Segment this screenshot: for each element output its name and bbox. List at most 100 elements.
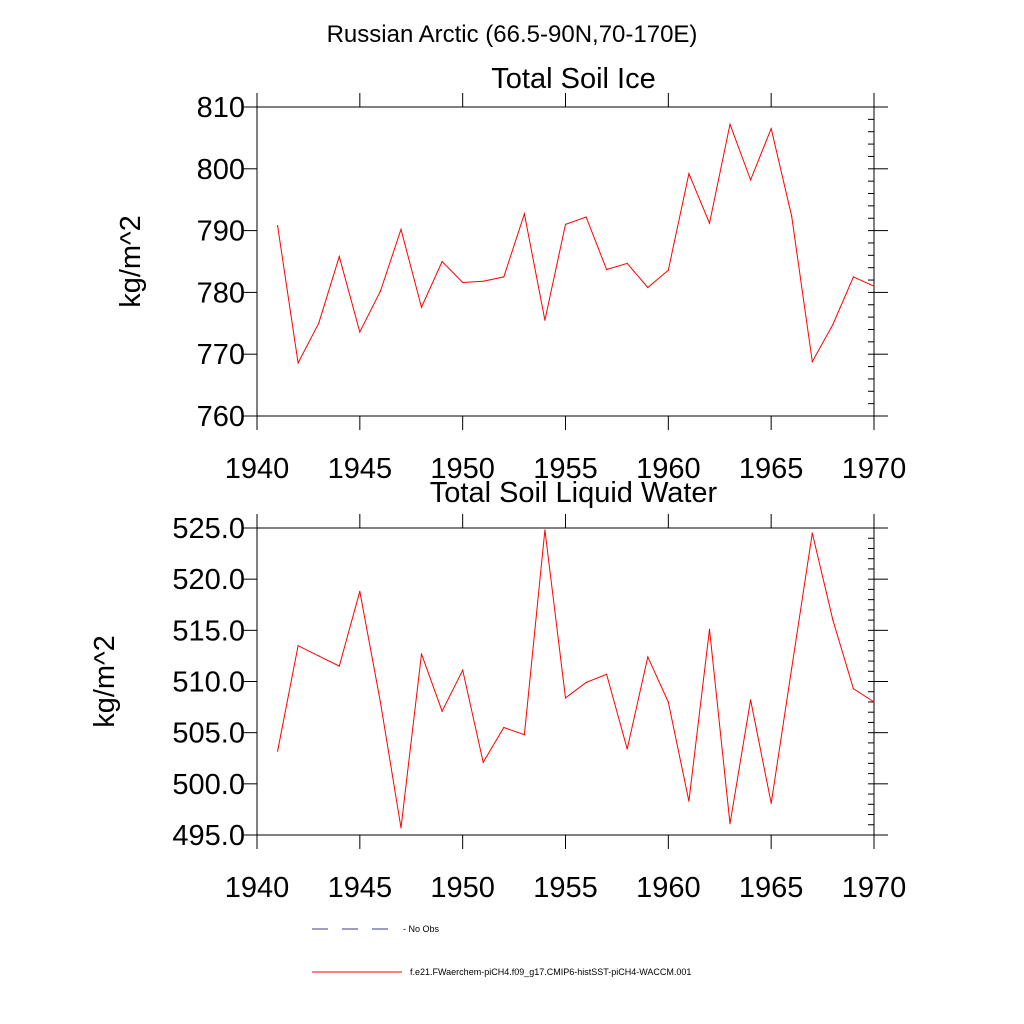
data-point <box>297 645 299 647</box>
y-tick-label: 520.0 <box>172 564 245 596</box>
data-point <box>708 222 711 224</box>
data-point <box>873 285 875 287</box>
data-point <box>606 673 608 675</box>
data-point <box>688 173 690 175</box>
data-point <box>400 228 402 230</box>
data-point <box>770 802 772 804</box>
data-point <box>441 260 443 263</box>
data-point <box>523 734 526 736</box>
data-point <box>729 123 731 125</box>
y-tick-label: 760 <box>197 401 245 433</box>
y-tick-label: 495.0 <box>172 820 245 852</box>
data-point <box>811 361 813 363</box>
data-point <box>811 532 813 534</box>
series-line-1 <box>277 529 875 828</box>
data-point <box>791 667 793 669</box>
data-point <box>729 823 731 825</box>
x-tick-label: 1945 <box>328 872 393 904</box>
x-tick-label: 1940 <box>225 453 290 485</box>
data-point <box>379 290 381 292</box>
x-tick-label: 1960 <box>636 453 701 485</box>
y-tick-label: 810 <box>197 92 245 124</box>
x-tick-label: 1960 <box>636 872 701 904</box>
chart-panel-2: Total Soil Liquid Water kg/m^2 1940 1945 195… <box>89 477 906 904</box>
data-point <box>626 748 628 750</box>
data-point <box>503 726 505 729</box>
data-point <box>462 281 464 284</box>
x-tick-label: 1950 <box>430 872 495 904</box>
data-point <box>708 628 711 630</box>
panel-title: Total Soil Liquid Water <box>430 477 718 509</box>
data-point <box>503 276 505 278</box>
data-point <box>482 761 484 763</box>
data-point <box>420 653 423 655</box>
y-tick-label: 515.0 <box>172 615 245 647</box>
data-point <box>482 280 484 282</box>
panel-title: Total Soil Ice <box>491 63 655 95</box>
data-point <box>564 223 567 225</box>
y-tick-label: 525.0 <box>172 513 245 545</box>
x-tick-label: 1955 <box>533 453 598 485</box>
y-tick-label: 505.0 <box>172 718 245 750</box>
x-tick-label: 1970 <box>842 453 907 485</box>
plot-area: Total Soil Ice kg/m^2 1940 1945 1950 1955 1960… <box>89 63 906 904</box>
data-point <box>544 529 546 531</box>
plot-frame <box>256 527 875 836</box>
data-point <box>277 750 279 752</box>
data-point <box>359 331 361 333</box>
y-tick-label: 790 <box>197 216 245 248</box>
data-point <box>667 269 669 271</box>
data-point <box>852 688 855 690</box>
x-tick-label: 1965 <box>739 872 804 904</box>
data-point <box>441 710 443 712</box>
x-tick-label: 1950 <box>430 453 495 485</box>
chart-panel-1: Total Soil Ice kg/m^2 1940 1945 1950 1955 1960… <box>115 63 906 485</box>
data-point <box>852 276 855 278</box>
plot-frame <box>256 106 875 417</box>
data-point <box>606 268 608 271</box>
x-tick-label: 1945 <box>328 453 393 485</box>
data-point <box>297 362 299 364</box>
data-point <box>791 215 793 217</box>
data-point <box>544 319 546 321</box>
data-point <box>585 681 587 684</box>
data-point <box>318 322 320 324</box>
data-point <box>832 619 834 621</box>
x-tick-label: 1940 <box>225 872 290 904</box>
y-axis-label: kg/m^2 <box>89 635 121 728</box>
data-point <box>832 323 834 326</box>
data-point <box>647 286 649 289</box>
data-point <box>462 669 464 671</box>
legend: - No Obs f.e21.FWaerchem-piCH4.f09_g17.CM… <box>312 924 691 977</box>
x-tick-label: 1965 <box>739 453 804 485</box>
data-point <box>750 699 752 701</box>
series-line-1 <box>277 122 875 365</box>
y-tick-label: 800 <box>197 154 245 186</box>
data-point <box>564 697 567 699</box>
y-tick-label: 780 <box>197 277 245 309</box>
y-tick-label: 510.0 <box>172 667 245 699</box>
data-point <box>420 306 423 308</box>
y-axis-label: kg/m^2 <box>115 215 147 308</box>
data-point <box>770 128 772 130</box>
x-tick-label: 1955 <box>533 872 598 904</box>
data-point <box>626 262 628 264</box>
data-point <box>750 179 752 181</box>
data-point <box>873 701 875 703</box>
y-tick-label: 770 <box>197 339 245 371</box>
data-point <box>688 800 690 802</box>
x-tick-label: 1970 <box>842 872 907 904</box>
data-point <box>523 213 526 215</box>
data-point <box>338 256 340 258</box>
data-point <box>338 665 340 667</box>
data-point <box>647 656 649 658</box>
data-point <box>667 701 669 703</box>
legend-label-2: f.e21.FWaerchem-piCH4.f09_g17.CMIP6-hist… <box>410 967 691 977</box>
data-point <box>379 701 381 703</box>
figure-title: Russian Arctic (66.5-90N,70-170E) <box>327 21 698 48</box>
data-point <box>359 590 361 593</box>
data-point <box>400 827 402 829</box>
data-point <box>277 225 279 227</box>
y-tick-label: 500.0 <box>172 769 245 801</box>
